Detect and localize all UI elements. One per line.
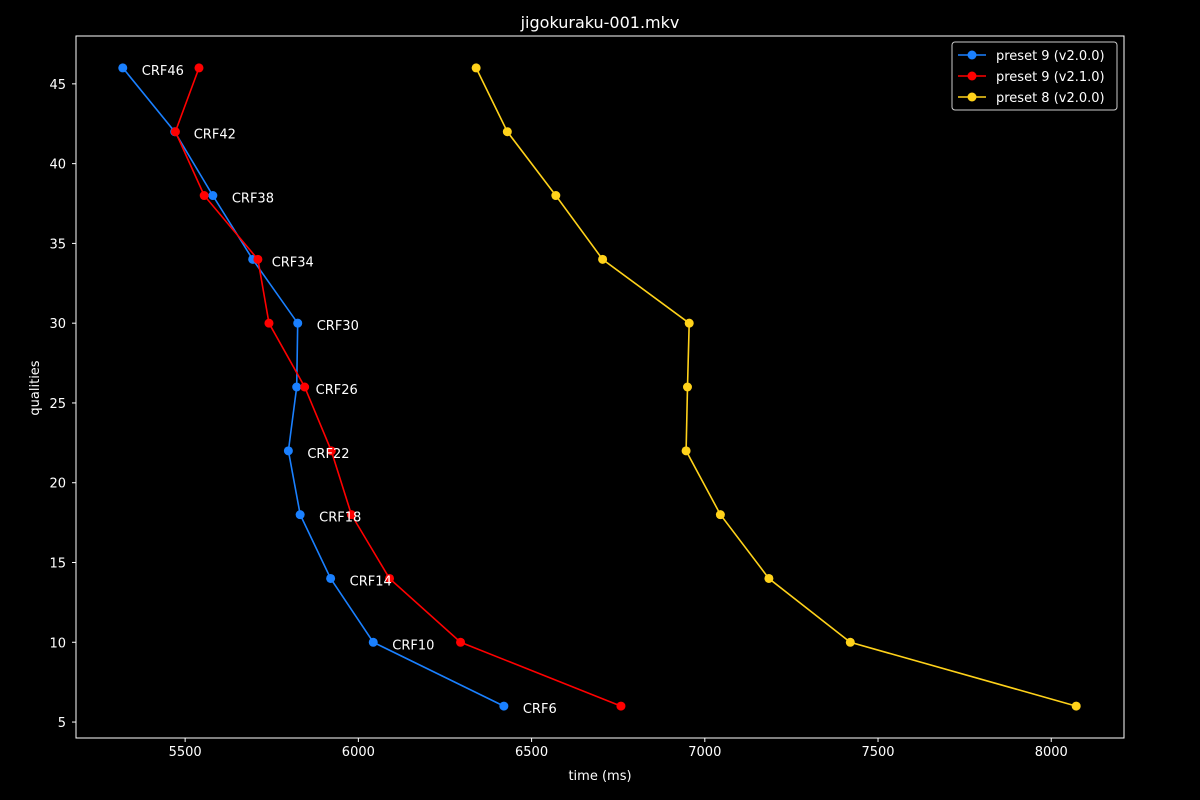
y-tick-label: 25	[49, 397, 66, 412]
point-label: CRF46	[142, 64, 184, 79]
legend-marker	[967, 92, 977, 102]
chart-title: jigokuraku-001.mkv	[520, 13, 680, 32]
y-axis-label: qualities	[28, 360, 43, 415]
data-point	[681, 446, 691, 456]
point-label: CRF34	[272, 255, 314, 270]
legend: preset 9 (v2.0.0) preset 9 (v2.1.0) preset…	[951, 41, 1118, 111]
data-point	[845, 637, 855, 647]
y-tick-label: 45	[49, 78, 66, 93]
data-point	[456, 637, 466, 647]
y-tick-label: 15	[49, 557, 66, 572]
data-point	[293, 318, 303, 328]
data-point	[292, 382, 302, 392]
series-layer	[118, 63, 1081, 711]
x-tick-label: 7500	[861, 745, 894, 760]
point-label: CRF22	[307, 447, 349, 462]
y-tick-label: 30	[49, 317, 66, 332]
data-point	[283, 446, 293, 456]
x-tick-label: 8000	[1035, 745, 1068, 760]
x-axis-label: time (ms)	[568, 769, 631, 784]
data-point	[253, 254, 263, 264]
y-tick-label: 5	[58, 716, 66, 731]
y-tick-label: 10	[49, 636, 66, 651]
plot-frame	[75, 35, 1125, 739]
point-label: CRF18	[319, 511, 361, 526]
data-point	[170, 127, 180, 137]
legend-label: preset 8 (v2.0.0)	[996, 91, 1105, 106]
y-axis: 5 10 15 20 25 30 35 40 45	[49, 78, 76, 731]
data-point	[764, 573, 774, 583]
data-point	[346, 510, 356, 520]
x-tick-label: 6500	[515, 745, 548, 760]
data-point	[295, 510, 305, 520]
x-tick-label: 5500	[169, 745, 202, 760]
data-point	[499, 701, 509, 711]
data-point	[118, 63, 128, 73]
y-tick-label: 20	[49, 477, 66, 492]
point-label: CRF30	[317, 319, 359, 334]
data-point	[300, 382, 310, 392]
legend-marker	[967, 50, 977, 60]
data-point	[385, 573, 395, 583]
data-point	[326, 573, 336, 583]
y-tick-label: 35	[49, 237, 66, 252]
legend-label: preset 9 (v2.0.0)	[996, 49, 1105, 64]
point-label: CRF42	[194, 128, 236, 143]
data-point	[1071, 701, 1081, 711]
data-point	[199, 191, 209, 201]
point-label: CRF38	[232, 192, 274, 207]
point-labels: CRF46 CRF42 CRF38 CRF34 CRF30 CRF26 CRF22 CRF18…	[142, 64, 557, 717]
data-point	[264, 318, 274, 328]
data-point	[551, 191, 561, 201]
data-point	[682, 382, 692, 392]
data-point	[598, 254, 608, 264]
data-point	[194, 63, 204, 73]
x-axis: 5500 6000 6500 7000 7500 8000	[169, 738, 1068, 760]
legend-label: preset 9 (v2.1.0)	[996, 70, 1105, 85]
data-point	[208, 191, 218, 201]
point-label: CRF26	[316, 383, 358, 398]
data-point	[326, 446, 336, 456]
x-tick-label: 7000	[688, 745, 721, 760]
data-point	[684, 318, 694, 328]
series-3	[471, 63, 1081, 711]
point-label: CRF14	[350, 574, 392, 589]
point-label: CRF6	[523, 702, 557, 717]
legend-marker	[967, 71, 977, 81]
data-point	[368, 637, 378, 647]
data-point	[616, 701, 626, 711]
data-point	[715, 510, 725, 520]
data-point	[471, 63, 481, 73]
x-tick-label: 6000	[342, 745, 375, 760]
y-tick-label: 40	[49, 158, 66, 173]
legend-box	[951, 41, 1118, 111]
data-point	[502, 127, 512, 137]
series-2	[170, 63, 626, 711]
point-label: CRF10	[392, 638, 434, 653]
